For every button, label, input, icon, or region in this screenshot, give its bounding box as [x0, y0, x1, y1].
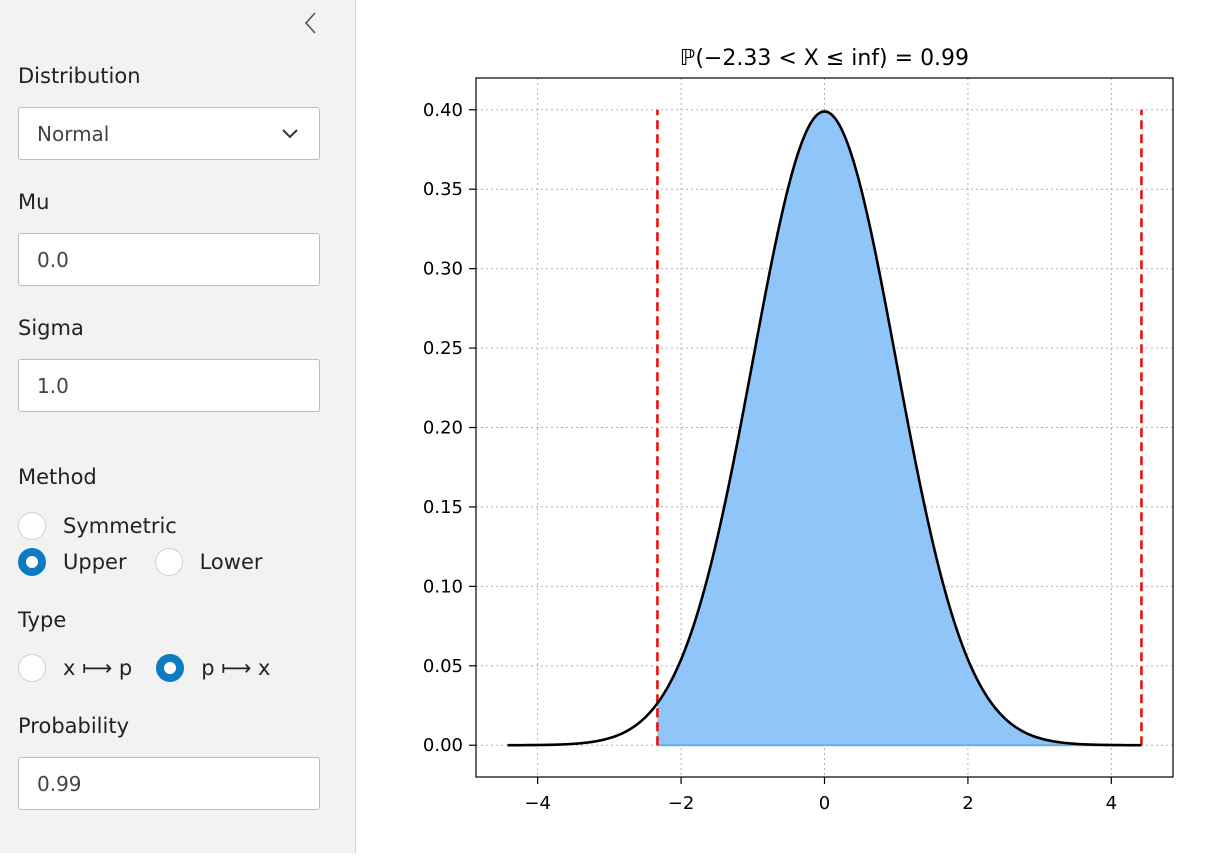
collapse-sidebar-button[interactable]	[296, 8, 324, 38]
x-tick-label: −4	[524, 793, 551, 814]
y-tick-label: 0.30	[423, 259, 463, 280]
method-option-symmetric[interactable]: Symmetric	[18, 512, 177, 540]
distribution-select[interactable]: Normal	[18, 107, 320, 160]
y-tick-label: 0.05	[423, 656, 463, 677]
type-option-label: p ⟼ x	[201, 656, 271, 680]
probability-input[interactable]: 0.99	[18, 757, 320, 810]
mu-input[interactable]: 0.0	[18, 233, 320, 286]
method-option-label: Symmetric	[63, 514, 177, 538]
radio-symmetric[interactable]	[18, 512, 46, 540]
method-label: Method	[18, 465, 97, 489]
x-tick-label: 4	[1106, 793, 1117, 814]
density-curve	[507, 110, 1142, 747]
radio-lower[interactable]	[154, 548, 183, 576]
method-option-label: Upper	[63, 550, 127, 574]
chevron-left-icon	[304, 12, 316, 34]
sidebar: Distribution Normal Mu 0.0 Sigma 1.0 Met…	[0, 0, 356, 853]
chart-title: ℙ(−2.33 < X ≤ inf) = 0.99	[680, 46, 969, 71]
type-option-label: x ⟼ p	[63, 656, 133, 680]
mu-label: Mu	[18, 190, 50, 214]
y-tick-label: 0.20	[423, 418, 463, 439]
y-tick-label: 0.10	[423, 576, 463, 597]
y-tick-label: 0.35	[423, 179, 463, 200]
x-tick-label: −2	[668, 793, 695, 814]
radio-p-to-x[interactable]	[156, 654, 185, 682]
chevron-down-icon	[282, 128, 298, 138]
sigma-label: Sigma	[18, 316, 84, 340]
sigma-input[interactable]: 1.0	[18, 359, 320, 412]
type-label: Type	[18, 608, 67, 632]
method-option-label: Lower	[199, 550, 263, 574]
distribution-chart: −4 −2 0 2 4 0.00 0.05 0.10 0.15 0.20 0.25 0.30 0.35 0…	[423, 46, 1174, 814]
radio-x-to-p[interactable]	[18, 654, 46, 682]
y-tick-label: 0.40	[423, 100, 463, 121]
distribution-value: Normal	[37, 121, 110, 146]
y-tick-label: 0.25	[423, 338, 463, 359]
y-tick-label: 0.00	[423, 735, 463, 756]
radio-upper[interactable]	[18, 548, 46, 576]
shaded-area	[657, 111, 1142, 746]
type-option-p-to-x[interactable]: p ⟼ x	[156, 654, 270, 682]
type-option-x-to-p[interactable]: x ⟼ p	[18, 654, 132, 682]
x-tick-label: 2	[962, 793, 973, 814]
method-option-upper[interactable]: Upper	[18, 548, 127, 576]
method-option-lower[interactable]: Lower	[154, 548, 263, 576]
chart-area: −4 −2 0 2 4 0.00 0.05 0.10 0.15 0.20 0.25 0.30 0.35 0…	[356, 0, 1208, 853]
x-tick-label: 0	[819, 793, 830, 814]
y-tick-label: 0.15	[423, 497, 463, 518]
probability-label: Probability	[18, 714, 130, 738]
distribution-label: Distribution	[18, 64, 141, 88]
